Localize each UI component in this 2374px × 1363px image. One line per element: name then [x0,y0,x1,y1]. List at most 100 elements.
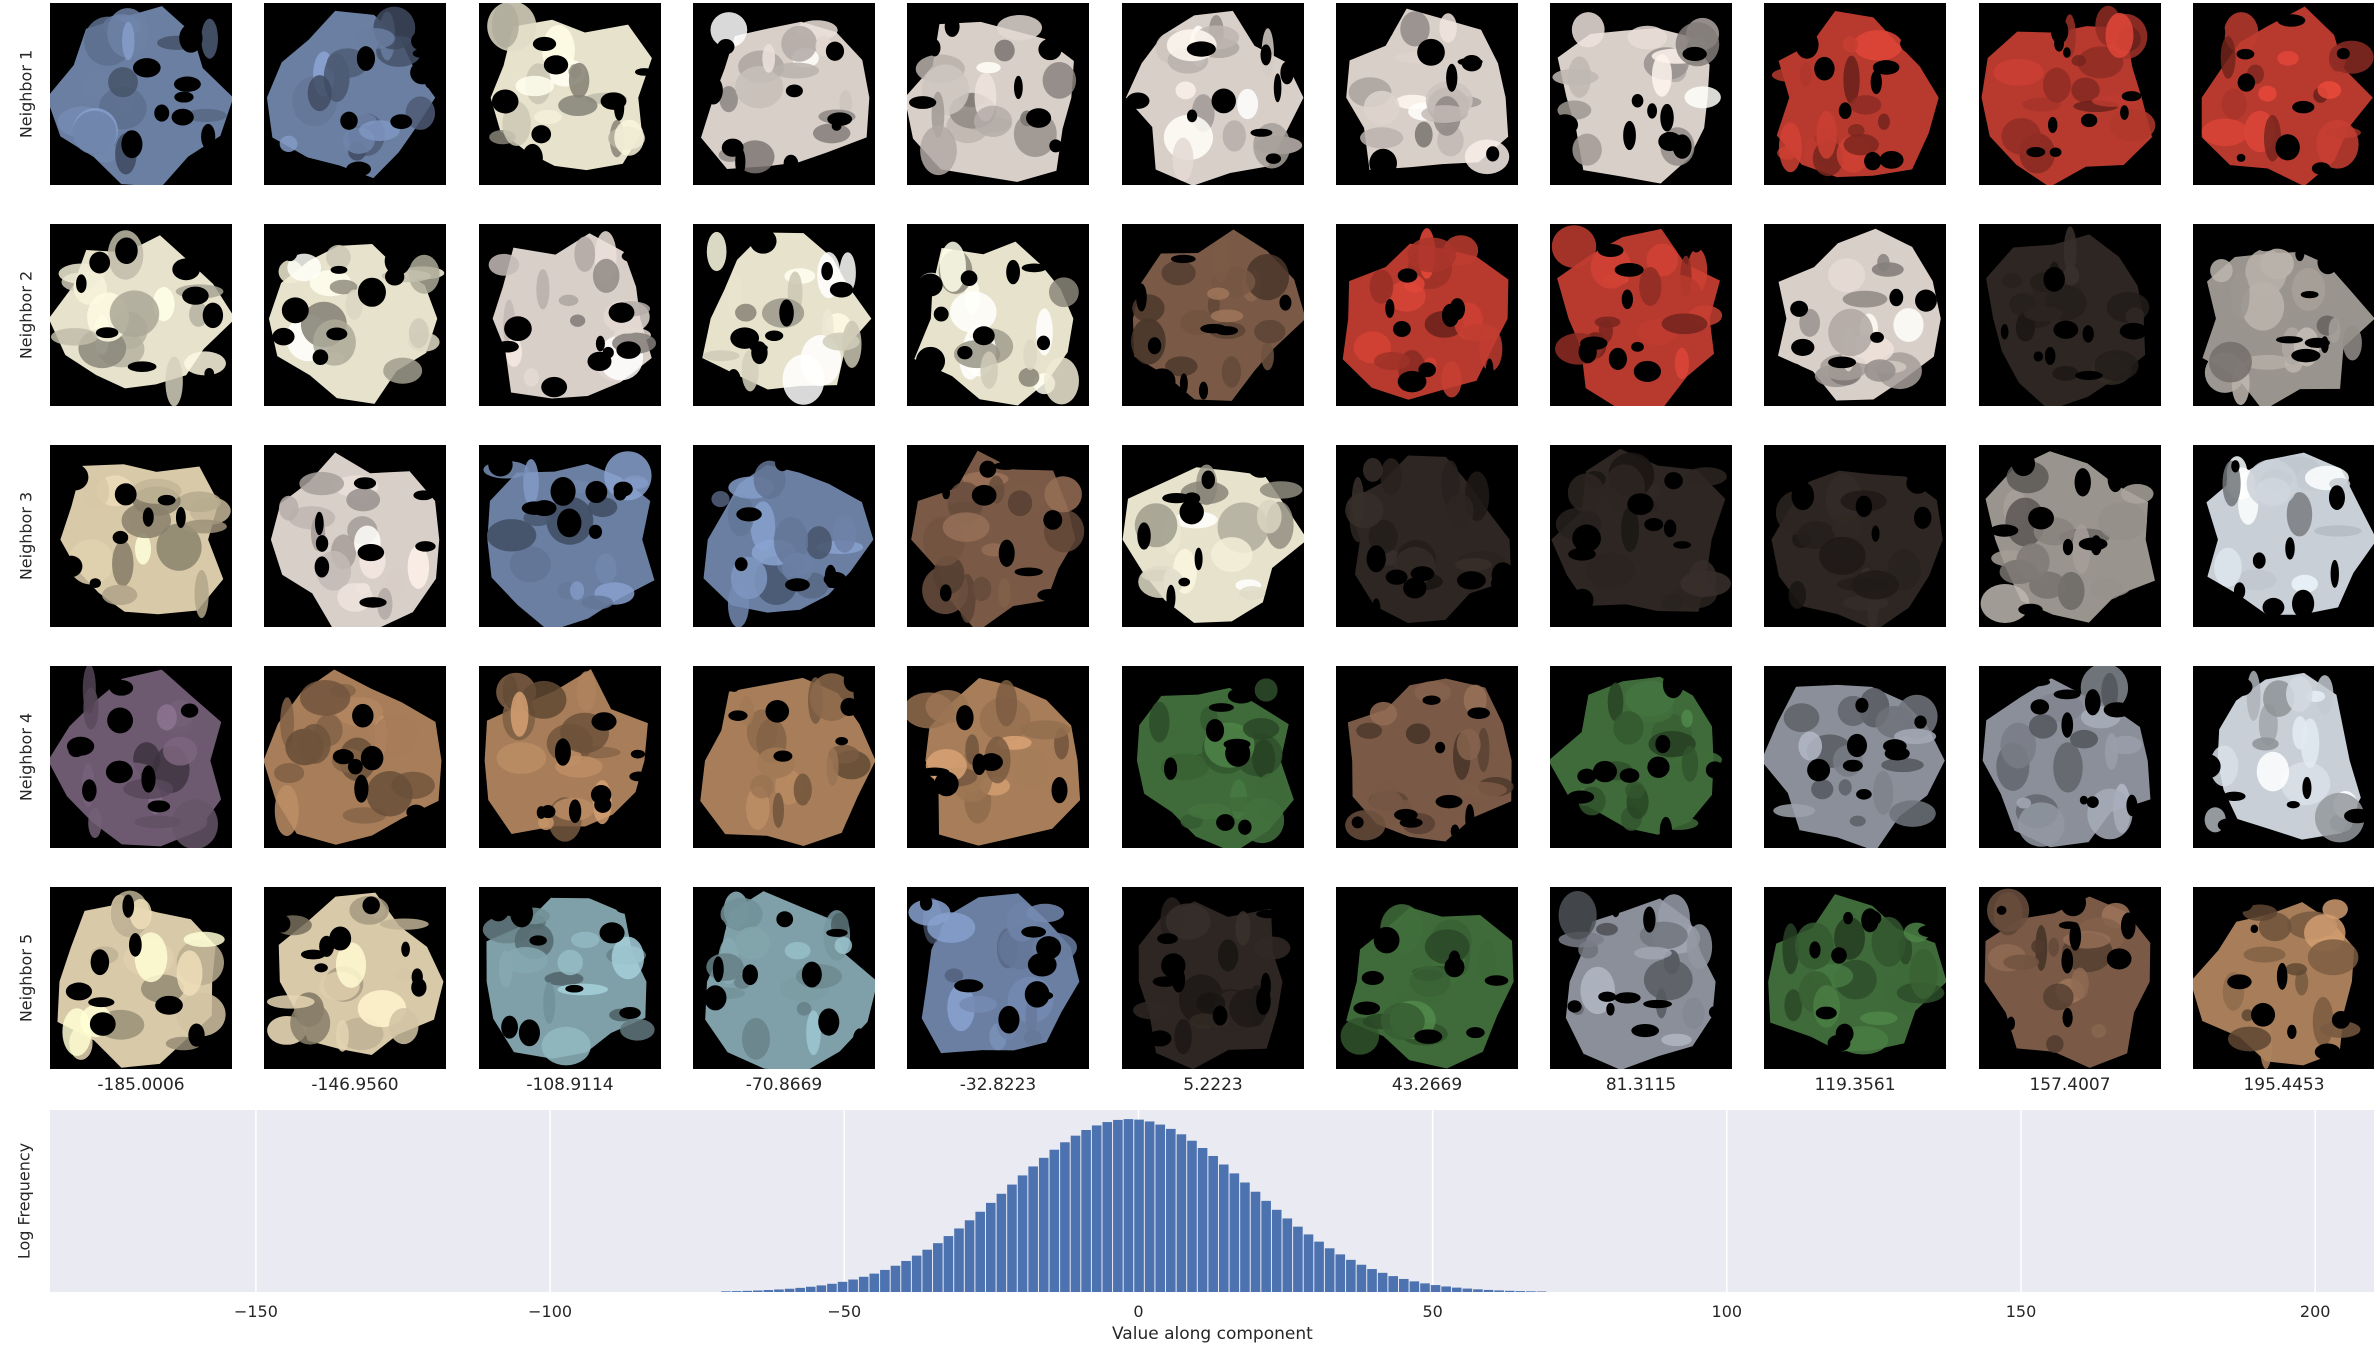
histogram-bar [827,1283,837,1292]
neighbor-image [1336,3,1518,185]
column-value-label: 5.2223 [1183,1075,1243,1095]
column-value-label: 119.3561 [1814,1075,1896,1095]
histogram-bar [805,1286,816,1292]
histogram-bar [858,1276,869,1292]
neighbor-image [2193,3,2374,185]
column-value-label: -32.8223 [959,1075,1037,1095]
neighbor-image [693,3,875,185]
neighbor-image [1122,887,1304,1069]
histogram-bar [1250,1191,1261,1292]
histogram-bar [1070,1135,1081,1292]
column-value-label: -146.9560 [311,1075,399,1095]
histogram-bar [1282,1218,1293,1292]
histogram-bar [1388,1276,1399,1292]
histogram-bar [943,1236,954,1292]
neighbor-image [479,224,661,406]
histogram-bar [1515,1291,1526,1292]
histogram-bar [1377,1272,1388,1292]
neighbor-image [479,3,661,185]
histogram-bar [1420,1283,1430,1292]
x-tick-label: −50 [827,1302,862,1321]
histogram-bar [1166,1128,1176,1292]
histogram-bar [869,1273,880,1292]
histogram-bar [1081,1130,1091,1292]
neighbor-image [1550,887,1732,1069]
x-tick-label: 50 [1422,1302,1443,1321]
histogram-bar [1038,1157,1049,1292]
neighbor-image [264,445,446,627]
neighbor-image [907,3,1089,185]
histogram-bar [742,1290,752,1292]
histogram-bar [1324,1248,1335,1292]
neighbor-image [2193,445,2374,627]
neighbor-image [1336,445,1518,627]
histogram-bar [721,1291,731,1292]
histogram-bar [753,1290,763,1292]
neighbor-image [1550,445,1732,627]
x-tick-label: 100 [1711,1302,1743,1321]
histogram-bar [1494,1290,1504,1292]
histogram-bar [911,1255,922,1292]
histogram-bar [1367,1269,1377,1292]
histogram-bar [964,1220,975,1292]
histogram-bar [1356,1264,1367,1292]
neighbor-image [1979,887,2161,1069]
histogram-bar [1102,1122,1113,1292]
histogram-bar [1473,1289,1483,1292]
neighbor-image [1122,666,1304,848]
histogram-bar [996,1193,1007,1292]
histogram-svg [50,1110,2374,1292]
neighbor-image [1336,887,1518,1069]
neighbor-image [1979,224,2161,406]
histogram-bar [1113,1119,1123,1292]
neighbor-image [907,224,1089,406]
neighbor-image [693,887,875,1069]
histogram-bar [1123,1119,1134,1292]
histogram-bar [1028,1166,1038,1292]
histogram-bar [1261,1200,1271,1292]
histogram-bar [1483,1289,1494,1292]
neighbor-image [264,3,446,185]
neighbor-image [1979,666,2161,848]
histogram-bar [816,1285,827,1292]
neighbor-image [1336,224,1518,406]
column-value-label: -70.8669 [745,1075,823,1095]
histogram-bar [1314,1241,1324,1292]
histogram-panel [50,1110,2374,1292]
neighbor-image [693,445,875,627]
histogram-bar [890,1265,901,1292]
neighbor-image [1122,3,1304,185]
histogram-bar [1176,1134,1187,1292]
neighbor-image [907,445,1089,627]
histogram-bar [1536,1291,1547,1292]
histogram-bar [1303,1234,1314,1292]
histogram-bar [985,1202,996,1292]
histogram-bar [1155,1124,1166,1292]
column-value-label: -108.9114 [526,1075,614,1095]
neighbor-image [2193,666,2374,848]
column-value-label: 81.3115 [1605,1075,1677,1095]
neighbor-image [907,887,1089,1069]
histogram-bar [1462,1288,1473,1292]
histogram-bar [1441,1286,1451,1292]
histogram-bar [1007,1184,1017,1292]
column-value-label: -185.0006 [97,1075,185,1095]
histogram-bar [784,1288,795,1292]
neighbor-image [1122,445,1304,627]
histogram-bar [848,1279,858,1292]
histogram-bar [1197,1148,1208,1292]
neighbor-image [2193,887,2374,1069]
neighbor-image [479,666,661,848]
histogram-bar [1240,1182,1250,1292]
neighbor-image [2193,224,2374,406]
column-value-label: 195.4453 [2243,1075,2325,1095]
x-tick-label: 0 [1133,1302,1144,1321]
histogram-bar [1134,1119,1144,1292]
histogram-bar [1049,1149,1060,1292]
histogram-bar [1208,1155,1218,1292]
histogram-bar [1451,1287,1462,1292]
histogram-bar [922,1249,933,1292]
histogram-bar [731,1291,742,1292]
histogram-bar [1229,1173,1240,1292]
neighbor-image [50,666,232,848]
